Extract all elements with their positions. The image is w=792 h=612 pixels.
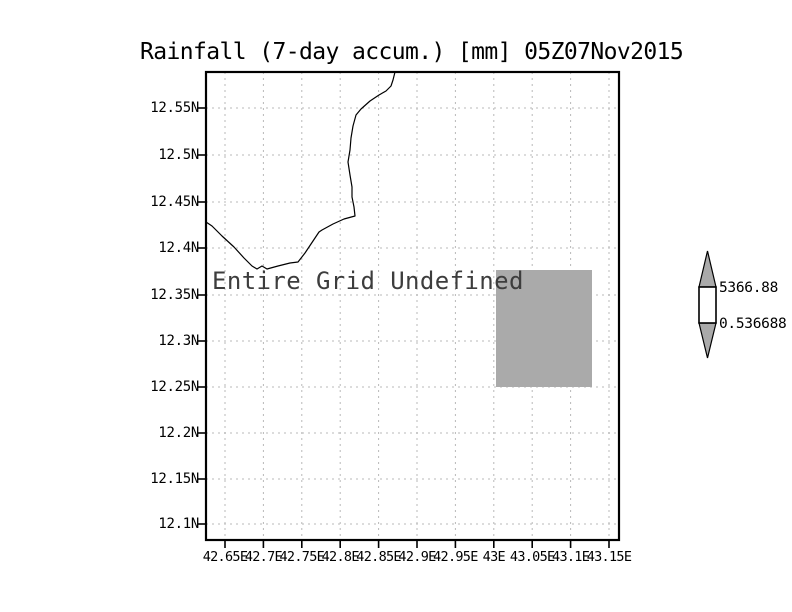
plot-frame xyxy=(204,70,621,542)
x-axis-label: 43.05E xyxy=(509,549,555,565)
x-axis-label: 42.65E xyxy=(202,549,248,565)
y-axis-label: 12.35N xyxy=(150,287,199,303)
colorbar-bottom-triangle xyxy=(698,322,717,359)
y-axis-label: 12.55N xyxy=(150,100,199,116)
coastline xyxy=(205,71,396,270)
y-axis-label: 12.15N xyxy=(150,471,199,487)
x-axis-label: 43.15E xyxy=(586,549,632,565)
y-axis-label: 12.2N xyxy=(158,425,199,441)
x-axis-label: 43E xyxy=(482,549,506,565)
colorbar-min-label: 0.536688 xyxy=(719,316,787,332)
x-axis-label: 42.9E xyxy=(398,549,436,565)
x-axis-label: 42.7E xyxy=(244,549,283,565)
axis-ticks xyxy=(198,107,610,548)
x-axis-label: 42.95E xyxy=(433,549,478,565)
y-axis-label: 12.1N xyxy=(158,516,199,532)
colorbar-top-triangle xyxy=(698,250,717,288)
x-axis-label: 42.8E xyxy=(321,549,360,565)
colorbar-max-label: 5366.88 xyxy=(719,280,779,296)
y-axis-label: 12.4N xyxy=(158,240,199,256)
x-axis-label: 42.85E xyxy=(356,549,401,565)
grid-undefined-message: Entire Grid Undefined xyxy=(212,267,524,295)
x-axis-label: 42.75E xyxy=(279,549,325,565)
y-axis-label: 12.3N xyxy=(158,333,199,349)
x-axis-label: 43.1E xyxy=(552,549,590,565)
colorbar-box xyxy=(698,286,717,324)
colorbar-arrow xyxy=(698,250,717,359)
y-axis-label: 12.25N xyxy=(150,379,199,395)
y-axis-label: 12.5N xyxy=(158,147,199,163)
y-axis-label: 12.45N xyxy=(150,194,199,210)
shaded-region xyxy=(496,270,592,387)
plot-title: Rainfall (7-day accum.) [mm] 05Z07Nov201… xyxy=(140,39,684,65)
